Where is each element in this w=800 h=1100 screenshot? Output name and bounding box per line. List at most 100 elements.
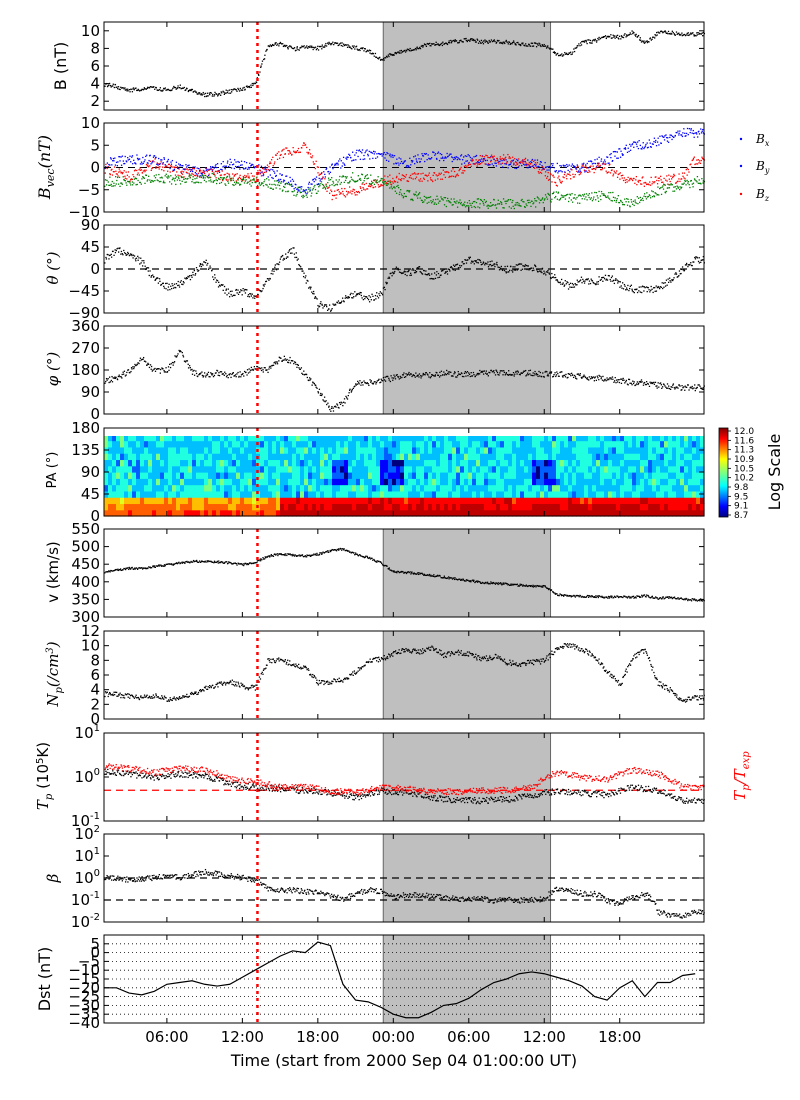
data-point [263,168,265,170]
data-point [314,384,316,386]
data-point [434,374,437,376]
data-point [423,195,425,198]
y-tick-label: 5 [90,136,100,154]
data-point [458,268,460,270]
data-point [349,192,351,194]
data-point [510,265,512,267]
data-point [539,171,542,174]
data-point [595,167,597,169]
data-point [689,164,691,166]
data-point [246,85,248,87]
data-point [562,55,564,57]
data-point [564,171,566,174]
data-point [192,167,194,170]
data-point [611,37,613,39]
heatmap-cell [104,453,109,461]
data-point [691,385,693,388]
data-point [332,41,334,43]
data-point [469,256,472,258]
data-point [143,169,146,171]
data-point [324,44,326,47]
data-point [524,161,526,163]
data-point [129,91,131,93]
data-point [133,182,135,184]
data-point [265,168,267,171]
data-point [436,271,438,273]
data-point [686,167,689,169]
data-point [275,187,277,189]
data-point [449,270,451,272]
data-point [261,182,263,184]
data-point [498,266,500,269]
data-point [252,368,254,371]
data-point [122,171,124,174]
heatmap-cell [120,472,125,479]
heatmap-cell [116,459,121,467]
data-point [277,184,279,186]
data-point [137,179,139,182]
data-point [109,184,111,187]
data-point [645,40,647,43]
data-point [702,387,704,389]
data-point [464,370,466,373]
data-point [166,161,168,163]
data-point [446,270,448,273]
data-point [648,139,650,141]
data-point [156,368,159,370]
data-point [438,44,441,47]
data-point [646,40,648,42]
data-point [120,164,123,166]
data-point [295,195,297,197]
data-point [475,159,477,161]
data-point [356,191,359,193]
data-point [268,279,270,281]
data-point [390,375,392,377]
data-point [274,266,276,268]
data-point [159,372,161,374]
data-point [431,179,433,181]
data-point [586,162,588,165]
data-point [406,190,408,192]
data-point [515,162,518,164]
data-point [397,51,399,53]
data-point [170,183,173,185]
data-point [542,372,544,374]
data-point [570,178,572,180]
data-point [529,268,531,270]
data-point [442,157,444,159]
data-point [678,173,680,175]
data-point [358,150,360,152]
data-point [473,263,475,265]
data-point [262,287,264,290]
data-point [520,269,522,271]
data-point [605,170,607,172]
data-point [560,181,562,184]
data-point [590,160,592,162]
data-point [412,268,414,270]
data-point [652,36,654,38]
data-point [195,267,198,269]
data-point [149,165,151,167]
data-point [379,153,382,156]
data-point [366,188,369,190]
data-point [117,161,119,163]
heatmap-cell [124,484,129,492]
data-point [285,147,287,149]
data-point [576,279,578,281]
data-point [274,175,277,177]
data-point [291,178,294,181]
data-point [192,370,194,372]
data-point [518,204,520,207]
data-point [591,280,594,282]
data-point [317,45,319,47]
data-point [660,193,663,196]
data-point [646,192,648,194]
data-point [493,370,495,372]
data-point [559,198,561,201]
data-point [589,42,591,44]
data-point [290,184,292,186]
data-point [208,180,210,182]
data-point [582,280,585,282]
data-point [158,278,161,280]
data-point [501,370,503,372]
